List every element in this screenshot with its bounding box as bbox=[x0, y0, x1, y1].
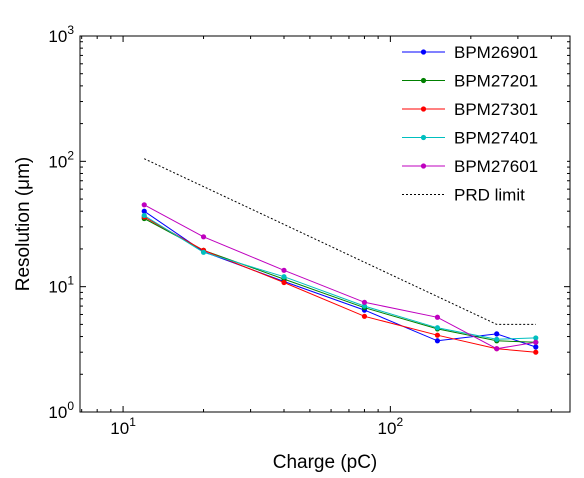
data-point bbox=[200, 249, 207, 255]
x-tick-label: 101 bbox=[110, 415, 136, 438]
y-tick-label: 102 bbox=[48, 148, 74, 171]
data-point bbox=[533, 349, 539, 355]
data-point bbox=[281, 267, 287, 273]
legend-marker bbox=[420, 163, 427, 169]
data-point bbox=[533, 339, 539, 345]
data-point bbox=[361, 313, 368, 319]
legend-label: BPM27201 bbox=[454, 72, 538, 91]
data-point bbox=[434, 314, 441, 320]
legend-marker bbox=[420, 106, 427, 112]
y-tick-label: 100 bbox=[48, 399, 74, 422]
legend-marker bbox=[420, 77, 427, 84]
legend-marker bbox=[420, 49, 427, 55]
series-lines bbox=[141, 158, 539, 355]
data-point bbox=[281, 274, 287, 280]
data-point bbox=[141, 212, 147, 219]
data-point bbox=[533, 335, 539, 341]
legend-marker bbox=[420, 134, 427, 141]
data-point bbox=[494, 346, 500, 352]
data-point bbox=[141, 208, 147, 214]
x-axis-label: Charge (pC) bbox=[273, 452, 378, 473]
data-point bbox=[141, 202, 147, 208]
data-point bbox=[494, 336, 500, 342]
y-tick-label: 101 bbox=[48, 274, 74, 297]
legend-box bbox=[395, 40, 567, 210]
data-point bbox=[494, 331, 500, 337]
data-point bbox=[434, 332, 441, 338]
data-point bbox=[281, 279, 287, 286]
data-point bbox=[533, 344, 539, 350]
plot-frame bbox=[79, 35, 571, 413]
legend-label: BPM27601 bbox=[454, 157, 538, 176]
data-point bbox=[200, 234, 207, 240]
legend-label: BPM26901 bbox=[454, 43, 538, 62]
y-axis-label: Resolution (μm) bbox=[13, 157, 34, 291]
x-tick-label: 102 bbox=[378, 415, 404, 438]
legend: BPM26901 BPM27201 BPM27301 BPM27401 BPM27601… bbox=[395, 40, 567, 210]
data-point bbox=[361, 303, 368, 309]
legend-label: BPM27401 bbox=[454, 129, 538, 148]
series-line bbox=[143, 158, 536, 325]
data-point bbox=[434, 338, 441, 344]
y-tick-label: 103 bbox=[48, 23, 74, 46]
legend-items: BPM26901 BPM27201 BPM27301 BPM27401 BPM27601… bbox=[402, 43, 538, 205]
legend-label: PRD limit bbox=[454, 186, 525, 205]
legend-label: BPM27301 bbox=[454, 100, 538, 119]
data-point bbox=[434, 325, 441, 331]
data-point bbox=[361, 299, 368, 305]
